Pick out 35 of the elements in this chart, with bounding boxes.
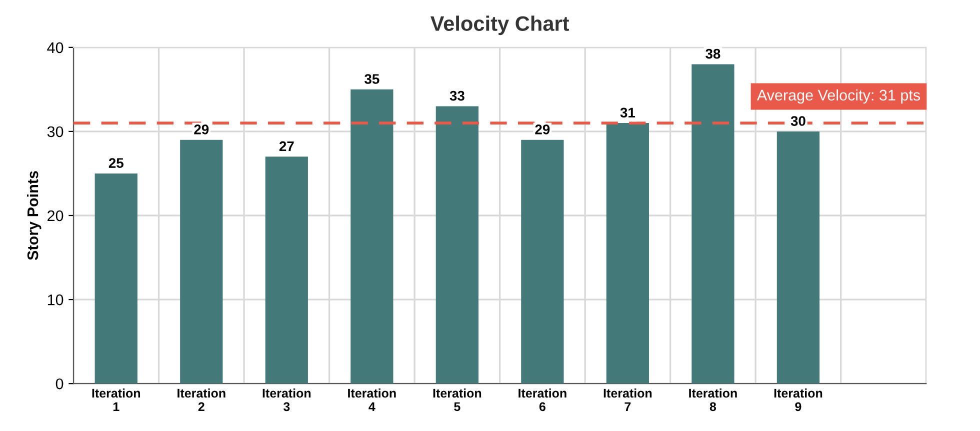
bar [692, 64, 734, 384]
y-tick-label: 30 [47, 126, 64, 138]
x-tick-label: Iteration 7 [604, 388, 652, 411]
x-tick-label: Iteration 9 [774, 388, 822, 412]
bar [776, 131, 820, 384]
x-tick-label: Iteration 1 [92, 388, 140, 411]
bar [606, 123, 650, 384]
data-label: 33 [450, 90, 464, 101]
y-tick-label: 20 [48, 210, 64, 222]
x-tick-label: Iteration 5 [433, 388, 482, 412]
y-tick-label: 0 [56, 378, 64, 390]
data-label: 38 [706, 48, 720, 59]
x-tick-label: Iteration 2 [178, 388, 226, 411]
ref-line-label: Average Velocity: 31 pts [756, 89, 920, 104]
bar [436, 106, 478, 384]
data-label: 27 [279, 141, 294, 152]
y-tick-label: 10 [48, 294, 64, 306]
data-label: 29 [194, 124, 209, 134]
x-tick-label: Iteration 3 [262, 388, 311, 412]
x-tick-label: Iteration 8 [689, 388, 737, 412]
y-tick-label: 40 [47, 42, 64, 54]
data-label: 35 [364, 74, 380, 84]
y-axis-title: Story Points [26, 171, 42, 260]
data-label: 29 [535, 124, 550, 134]
bar [265, 156, 308, 384]
chart-title: Velocity Chart [430, 16, 570, 36]
x-tick-label: Iteration 6 [518, 388, 566, 412]
bar [521, 140, 564, 384]
data-label: 30 [790, 116, 806, 126]
data-label: 25 [108, 158, 124, 168]
data-label: 31 [620, 108, 636, 118]
bar [180, 140, 223, 384]
x-tick-label: Iteration 4 [348, 388, 396, 411]
bar [94, 173, 138, 384]
bar [350, 89, 394, 384]
